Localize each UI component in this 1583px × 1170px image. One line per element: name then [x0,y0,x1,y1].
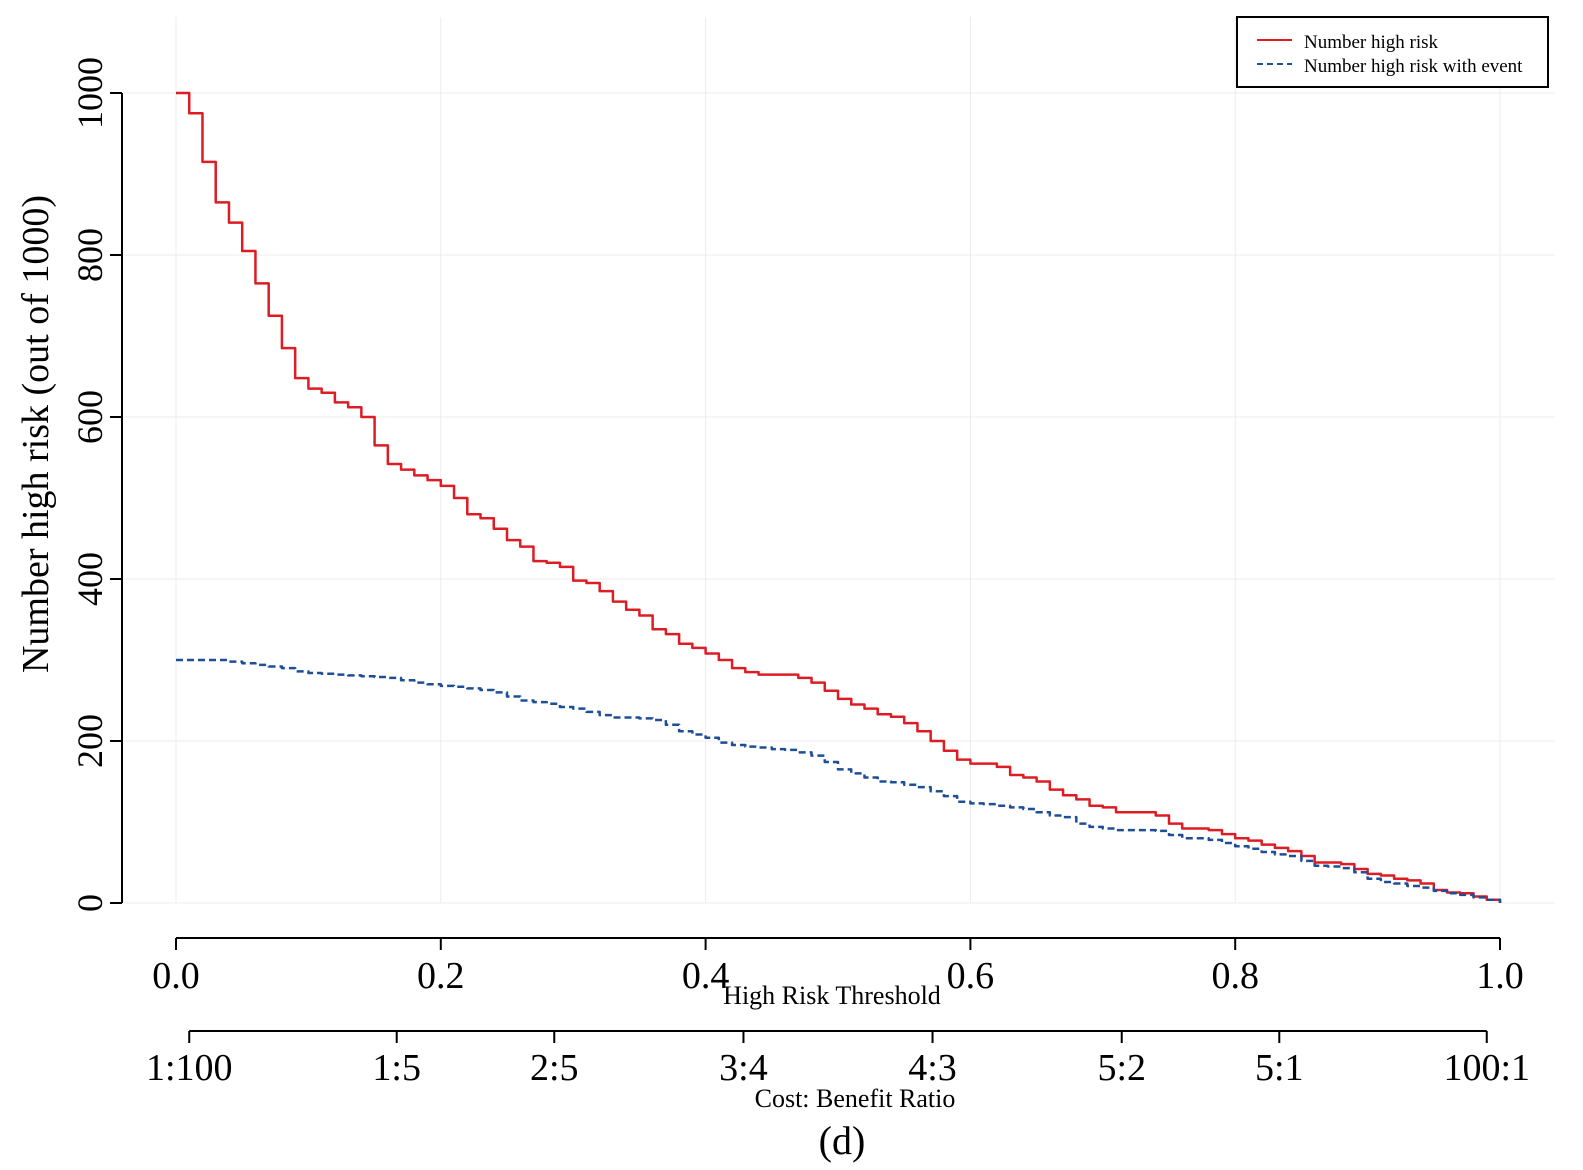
y-tick-label: 800 [70,228,110,282]
grid-lines [120,17,1555,904]
series-layer [176,91,1502,903]
y-tick-label: 0 [70,894,110,912]
secondary-axis-label: Cost: Benefit Ratio [755,1084,956,1113]
legend: Number high risk Number high risk with e… [1236,16,1549,88]
x-tick-label: 0.2 [417,955,465,997]
x-tick-label: 0.4 [682,955,730,997]
x-tick-label: 0.6 [947,955,995,997]
secondary-tick-label: 1:5 [372,1047,421,1089]
y-tick-label: 200 [70,714,110,768]
x-tick-label: 1.0 [1476,955,1524,997]
secondary-tick-label: 5:1 [1255,1047,1304,1089]
secondary-tick-label: 3:4 [719,1047,768,1089]
secondary-tick-label: 4:3 [908,1047,957,1089]
legend-label-high-risk-event: Number high risk with event [1304,56,1523,77]
figure-caption: (d) [819,1118,866,1163]
secondary-tick-label: 1:100 [146,1047,233,1089]
y-tick-label: 1000 [70,57,110,129]
series-line-high-risk-event [176,658,1502,903]
legend-box [1236,16,1549,88]
secondary-tick-label: 5:2 [1097,1047,1146,1089]
axes-layer: 0 200 400 600 800 1000 0.0 0.2 0.4 0.6 0.8 1.0 1:100… [70,57,1530,1089]
y-axis-label: Number high risk (out of 1000) [15,195,57,673]
secondary-tick-label: 2:5 [530,1047,579,1089]
y-tick-label: 400 [70,552,110,606]
x-tick-label: 0.8 [1211,955,1259,997]
x-axis-label: High Risk Threshold [723,981,941,1010]
y-tick-label: 600 [70,390,110,444]
series-line-high-risk [176,91,1502,903]
legend-label-high-risk: Number high risk [1304,32,1439,53]
x-tick-label: 0.0 [152,955,200,997]
secondary-tick-label: 100:1 [1443,1047,1530,1089]
